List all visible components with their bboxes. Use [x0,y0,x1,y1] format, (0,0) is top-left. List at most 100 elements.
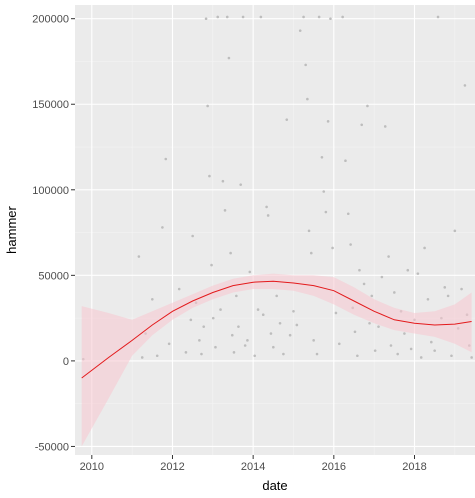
data-point [326,120,330,123]
data-point [198,339,201,342]
data-point [282,352,285,356]
data-point [309,251,313,255]
data-point [362,282,366,286]
data-point [396,352,399,356]
data-point [453,229,457,233]
data-point [334,311,338,315]
data-point [216,15,220,19]
data-point [406,268,410,272]
data-point [312,339,315,342]
data-point [443,286,447,289]
data-point [246,339,249,342]
data-point [278,321,282,325]
data-point [366,104,369,108]
data-point [167,342,171,346]
minor-gridlines [75,5,475,455]
data-point [189,318,193,322]
data-point [380,275,384,279]
data-point [285,118,289,121]
y-tick-label: 200000 [32,14,69,26]
y-tick-label: 50000 [38,270,69,282]
data-point [346,212,350,216]
data-point [344,159,347,163]
data-point [211,316,215,320]
data-point [161,226,164,229]
data-point [202,325,206,328]
y-tick-label: 150000 [32,99,69,111]
data-point [341,15,344,19]
data-point [416,272,420,275]
data-point [426,297,430,301]
data-point [403,332,406,335]
x-tick-label: 2012 [160,461,184,473]
data-point [324,210,328,214]
data-point [302,15,305,19]
data-point [256,308,260,311]
data-point [229,251,232,255]
y-tick-label: 100000 [32,185,69,197]
data-point [360,123,364,127]
data-point [329,17,332,20]
data-points [81,15,473,361]
data-point [419,356,423,359]
data-point [349,243,352,246]
data-point [295,323,299,327]
data-point [288,333,292,337]
data-point [307,229,311,233]
x-tick-label: 2016 [322,461,346,473]
data-point [269,332,273,335]
data-point [261,313,265,316]
data-point [253,354,256,358]
data-point [206,104,209,108]
data-point [184,351,188,354]
data-point [235,294,238,298]
x-tick-label: 2018 [402,461,426,473]
data-point [373,349,377,352]
data-point [389,344,393,347]
data-point [315,352,319,356]
data-point [239,183,243,186]
x-axis: 2010 2012 2014 2016 2018 [80,455,427,473]
data-point [450,354,453,358]
data-point [436,15,440,19]
confidence-band [81,273,472,447]
smooth-trend-line [81,280,472,379]
data-point [221,179,225,183]
data-point [219,308,222,311]
data-point [370,294,374,298]
data-point [337,342,341,346]
data-point [306,97,309,101]
data-point [230,333,234,337]
data-point [137,255,141,258]
data-point [204,17,208,20]
plot-panel [75,5,475,455]
data-point [225,15,229,19]
data-point [368,321,371,325]
data-point [275,294,278,298]
data-point [232,351,236,354]
data-point [322,190,326,193]
data-point [214,345,217,349]
data-point [248,270,252,274]
data-point [353,330,357,334]
data-point [210,263,213,267]
data-point [265,205,268,209]
data-point [237,325,240,328]
data-point [292,309,295,313]
data-point [259,15,263,19]
x-tick-label: 2010 [80,461,104,473]
x-tick-label: 2014 [241,461,265,473]
data-point [164,157,168,161]
data-point [463,84,467,87]
data-point [191,234,194,238]
data-point [155,354,159,358]
data-point [243,344,247,347]
data-point [298,29,302,32]
x-axis-title: date [262,478,287,493]
data-point [140,356,144,359]
data-point [358,268,361,272]
data-point [409,347,413,351]
data-point [320,155,324,159]
data-point [272,345,275,349]
